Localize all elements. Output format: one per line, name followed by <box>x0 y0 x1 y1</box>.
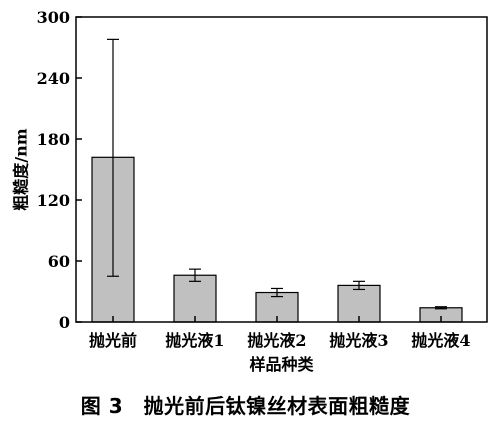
bar-chart: 0 60 120 180 240 300 抛光前 抛光液1 抛光液2 抛光液3 抛光液4 粗糙度/… <box>12 8 488 374</box>
figure-caption: 图 3 抛光前后钛镍丝材表面粗糙度 <box>80 394 411 418</box>
y-tick-label: 300 <box>37 8 70 27</box>
plot-area <box>91 38 463 323</box>
bar <box>173 274 217 323</box>
x-tick-label: 抛光前 <box>89 331 137 350</box>
plot-frame <box>75 16 488 323</box>
x-tick-label: 抛光液3 <box>329 331 388 350</box>
y-tick-label: 240 <box>37 69 70 88</box>
x-tick-label: 抛光液1 <box>165 331 224 350</box>
y-axis: 0 60 120 180 240 300 <box>37 8 82 332</box>
x-axis: 抛光前 抛光液1 抛光液2 抛光液3 抛光液4 <box>89 316 471 350</box>
x-tick-label: 抛光液2 <box>247 331 306 350</box>
x-tick-label: 抛光液4 <box>411 331 470 350</box>
y-tick-label: 60 <box>48 252 70 271</box>
y-tick-label: 0 <box>59 313 70 332</box>
y-tick-label: 180 <box>37 130 70 149</box>
x-axis-title: 样品种类 <box>249 355 314 374</box>
y-axis-title: 粗糙度/nm <box>12 128 31 210</box>
y-tick-label: 120 <box>37 191 70 210</box>
